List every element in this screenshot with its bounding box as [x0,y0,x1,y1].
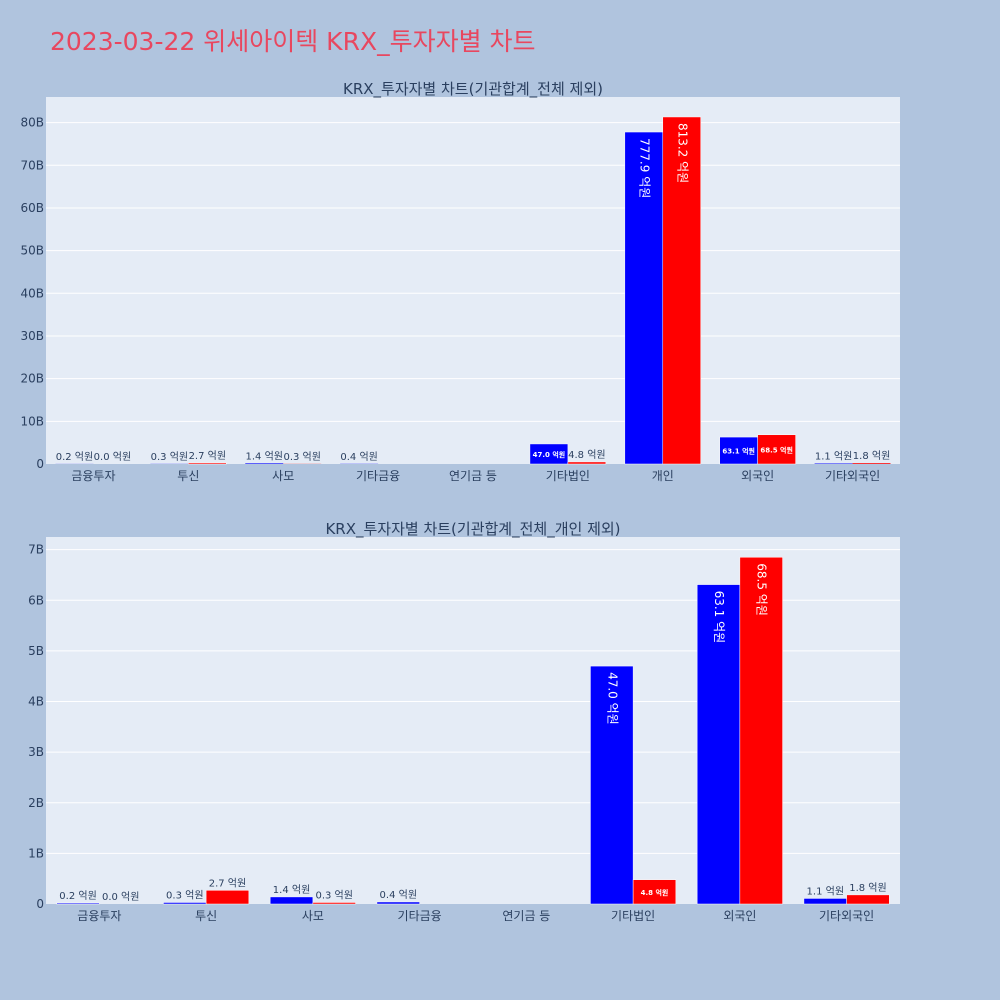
plot-area [46,97,900,464]
x-tick-label: 투신 [195,909,217,923]
data-label: 4.8 억원 [568,449,605,461]
x-tick-label: 연기금 등 [449,469,497,483]
data-label: 0.3 억원 [151,451,188,463]
y-tick-label: 10B [20,414,44,428]
y-tick-label: 40B [20,286,44,300]
bar [803,898,847,905]
chart-title: KRX_투자자별 차트(기관합계_전체_개인 제외) [325,520,620,539]
y-tick-label: 80B [20,116,44,130]
bar [188,462,227,465]
data-label: 2.7 억원 [209,877,246,889]
y-tick-label: 60B [20,201,44,215]
bar [632,879,677,905]
data-label: 1.8 억원 [853,450,890,462]
y-tick-label: 6B [28,593,44,607]
data-label: 68.5 억원 [755,563,769,616]
bar [852,463,891,464]
x-tick-label: 기타금융 [356,469,400,483]
bar [56,902,100,905]
y-tick-label: 7B [28,543,44,557]
data-label: 1.1 억원 [807,885,844,897]
y-tick-label: 1B [28,846,44,860]
chart-krx-investor-excl-individual: KRX_투자자별 차트(기관합계_전체_개인 제외) 0 1B 2B 3B 4B 5B 6B 7… [28,520,900,923]
data-label: 0.0 억원 [94,451,131,463]
y-tick-label: 30B [20,329,44,343]
bar [376,901,420,905]
data-label: 1.4 억원 [273,884,310,896]
data-label: 1.1 억원 [815,451,852,463]
data-label: 0.4 억원 [380,889,417,901]
chart-krx-investor-total: KRX_투자자별 차트(기관합계_전체 제외) 0 10B 20B 30B 40B 50B 6… [20,80,900,483]
x-tick-label: 기타법인 [611,909,655,923]
data-label: 63.1 억원 [712,591,726,644]
x-tick-label: 기타법인 [546,469,590,483]
bar [696,584,741,905]
y-tick-label: 0 [36,457,44,471]
bar [846,894,890,905]
bar [245,463,284,464]
data-label: 777.9 억원 [637,138,651,198]
data-label: 2.7 억원 [189,450,226,462]
bar [662,116,701,465]
x-tick-label: 사모 [302,909,324,923]
x-tick-label: 외국인 [741,469,774,483]
x-tick-label: 외국인 [723,909,756,923]
data-label: 0.3 억원 [315,889,352,901]
data-label: 0.4 억원 [340,451,377,463]
bar [624,131,664,465]
y-tick-label: 50B [20,244,44,258]
y-tick-label: 5B [28,644,44,658]
data-label: 0.3 억원 [166,889,203,901]
data-label: 68.5 억원 [760,445,793,454]
x-tick-label: 투신 [177,469,199,483]
x-tick-label: 개인 [652,469,674,483]
x-tick-label: 금융투자 [71,469,115,483]
bar [757,434,796,465]
data-label: 47.0 억원 [533,450,566,459]
y-tick-label: 4B [28,695,44,709]
y-tick-label: 0 [36,897,44,911]
bar [739,556,783,905]
x-tick-label: 연기금 등 [502,909,550,923]
bar [312,902,356,905]
x-tick-label: 사모 [272,469,294,483]
y-tick-label: 70B [20,158,44,172]
data-label: 0.0 억원 [102,891,139,903]
x-tick-label: 기타외국인 [819,909,874,923]
y-tick-label: 20B [20,372,44,386]
data-label: 1.4 억원 [246,450,283,462]
x-tick-label: 기타외국인 [825,469,880,483]
bar [529,443,569,465]
bar [567,461,607,465]
bar [163,902,207,905]
y-tick-label: 3B [28,745,44,759]
bar [205,890,250,905]
data-label: 4.8 억원 [641,888,669,897]
data-label: 0.3 억원 [283,451,320,463]
data-label: 0.2 억원 [56,451,93,463]
bar [269,896,314,905]
x-tick-label: 금융투자 [77,909,121,923]
y-tick-label: 2B [28,796,44,810]
bar [590,665,634,905]
data-label: 1.8 억원 [849,882,886,894]
page-title: 2023-03-22 위세아이텍 KRX_투자자별 차트 [50,27,536,56]
data-label: 813.2 억원 [675,123,689,183]
data-label: 63.1 억원 [722,447,755,456]
x-tick-label: 기타금융 [398,909,442,923]
chart-title: KRX_투자자별 차트(기관합계_전체 제외) [343,80,603,99]
data-label: 47.0 억원 [605,672,619,725]
data-label: 0.2 억원 [59,890,96,902]
bar [719,436,758,465]
